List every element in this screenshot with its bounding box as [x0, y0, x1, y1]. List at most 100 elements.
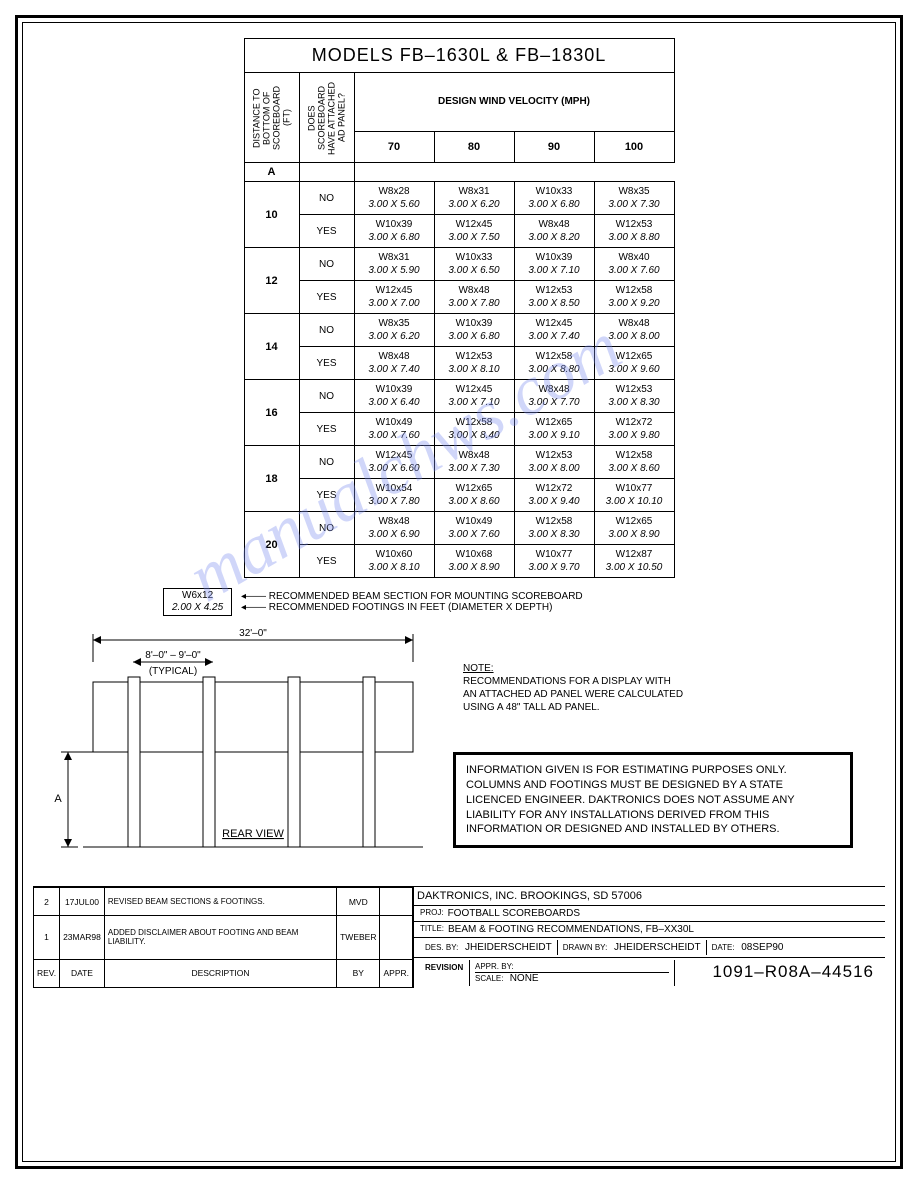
note-line: USING A 48" TALL AD PANEL.	[463, 701, 683, 714]
dist-cell: 20	[244, 512, 299, 578]
wind-70: 70	[354, 131, 434, 162]
spec-cell: W10x773.00 X 10.10	[594, 479, 674, 512]
spec-cell: W12x533.00 X 8.00	[514, 446, 594, 479]
rev-desc: REVISED BEAM SECTIONS & FOOTINGS.	[104, 888, 336, 916]
spec-cell: W12x653.00 X 9.10	[514, 413, 594, 446]
spec-cell: W12x583.00 X 8.40	[434, 413, 514, 446]
spec-cell: W12x723.00 X 9.40	[514, 479, 594, 512]
rev-by: TWEBER	[337, 916, 380, 959]
rev-h: BY	[337, 959, 380, 987]
spec-cell: W8x283.00 X 5.60	[354, 182, 434, 215]
title-block: DAKTRONICS, INC. BROOKINGS, SD 57006 PRO…	[413, 887, 885, 988]
wind-90: 90	[514, 131, 594, 162]
dim-a: A	[54, 793, 62, 805]
spec-cell: W12x533.00 X 8.30	[594, 380, 674, 413]
spec-cell: W10x393.00 X 6.40	[354, 380, 434, 413]
disclaimer-box: INFORMATION GIVEN IS FOR ESTIMATING PURP…	[453, 752, 853, 848]
proj: FOOTBALL SCOREBOARDS	[448, 908, 580, 919]
panel-cell: NO	[299, 512, 354, 545]
dim-typical: (TYPICAL)	[149, 666, 197, 677]
spec-cell: W10x333.00 X 6.80	[514, 182, 594, 215]
spec-cell: W12x533.00 X 8.10	[434, 347, 514, 380]
panel-cell: NO	[299, 314, 354, 347]
legend: W6x12 2.00 X 4.25 ◂—— RECOMMENDED BEAM S…	[163, 588, 885, 616]
dim-spacing: 8'–0" – 9'–0"	[145, 650, 201, 661]
col-a-label: A	[244, 163, 299, 182]
rev-n: 2	[34, 888, 60, 916]
spec-cell: W8x483.00 X 7.70	[514, 380, 594, 413]
wind-header: DESIGN WIND VELOCITY (MPH)	[354, 73, 674, 132]
drawn-label: DRAWN BY:	[563, 943, 608, 952]
spec-cell: W10x333.00 X 6.50	[434, 248, 514, 281]
rev-h: APPR.	[380, 959, 413, 987]
spec-cell: W12x873.00 X 10.50	[594, 545, 674, 578]
revision-table: 217JUL00REVISED BEAM SECTIONS & FOOTINGS…	[33, 887, 413, 988]
date: 08SEP90	[741, 942, 783, 953]
spec-cell: W12x453.00 X 7.50	[434, 215, 514, 248]
panel-cell: YES	[299, 413, 354, 446]
spec-cell: W8x483.00 X 8.20	[514, 215, 594, 248]
panel-cell: NO	[299, 446, 354, 479]
rev-date: 17JUL00	[60, 888, 105, 916]
spec-cell: W12x533.00 X 8.50	[514, 281, 594, 314]
spec-cell: W8x483.00 X 7.40	[354, 347, 434, 380]
spec-cell: W12x723.00 X 9.80	[594, 413, 674, 446]
dist-cell: 12	[244, 248, 299, 314]
spec-cell: W8x353.00 X 7.30	[594, 182, 674, 215]
note-line: RECOMMENDATIONS FOR A DISPLAY WITH	[463, 675, 683, 688]
bottom-block: 217JUL00REVISED BEAM SECTIONS & FOOTINGS…	[33, 886, 885, 988]
rev-appr	[380, 916, 413, 959]
spec-cell: W12x583.00 X 9.20	[594, 281, 674, 314]
rev-date: 23MAR98	[60, 916, 105, 959]
panel-cell: YES	[299, 347, 354, 380]
spec-cell: W12x453.00 X 7.40	[514, 314, 594, 347]
title: BEAM & FOOTING RECOMMENDATIONS, FB–XX30L	[448, 924, 694, 935]
rear-view-diagram: 32'–0" 8'–0" – 9'–0" (TYPICAL) A REAR VI…	[43, 622, 443, 882]
des: JHEIDERSCHEIDT	[465, 942, 552, 953]
dist-cell: 10	[244, 182, 299, 248]
spec-cell: W10x773.00 X 9.70	[514, 545, 594, 578]
spec-cell: W12x453.00 X 6.60	[354, 446, 434, 479]
spec-cell: W8x313.00 X 6.20	[434, 182, 514, 215]
appr-label: APPR. BY:	[475, 962, 514, 971]
spec-cell: W10x393.00 X 6.80	[354, 215, 434, 248]
rev-h: REV.	[34, 959, 60, 987]
revision-label: REVISION	[425, 963, 463, 972]
des-label: DES. BY:	[425, 943, 458, 952]
panel-cell: NO	[299, 248, 354, 281]
spec-cell: W8x483.00 X 8.00	[594, 314, 674, 347]
spec-table: MODELS FB–1630L & FB–1830L DISTANCE TO B…	[244, 38, 675, 578]
spec-cell: W10x393.00 X 7.10	[514, 248, 594, 281]
spec-cell: W10x493.00 X 7.60	[354, 413, 434, 446]
spec-cell: W12x583.00 X 8.60	[594, 446, 674, 479]
spec-cell: W8x483.00 X 7.30	[434, 446, 514, 479]
note-title: NOTE:	[463, 662, 683, 675]
scale-label: SCALE:	[475, 974, 503, 983]
wind-80: 80	[434, 131, 514, 162]
inner-frame: manualchws.com MODELS FB–1630L & FB–1830…	[22, 22, 896, 1162]
diagram-area: 32'–0" 8'–0" – 9'–0" (TYPICAL) A REAR VI…	[33, 622, 885, 882]
legend-footing-note: RECOMMENDED FOOTINGS IN FEET (DIAMETER X…	[269, 602, 553, 613]
spec-cell: W12x653.00 X 8.60	[434, 479, 514, 512]
panel-cell: NO	[299, 380, 354, 413]
spec-cell: W12x453.00 X 7.00	[354, 281, 434, 314]
view-label: REAR VIEW	[222, 828, 284, 840]
proj-label: PROJ:	[420, 908, 444, 919]
drawing-number: 1091–R08A–44516	[675, 960, 879, 986]
panel-cell: NO	[299, 182, 354, 215]
spec-cell: W10x543.00 X 7.80	[354, 479, 434, 512]
legend-beam-note: RECOMMENDED BEAM SECTION FOR MOUNTING SC…	[269, 591, 583, 602]
spec-cell: W10x683.00 X 8.90	[434, 545, 514, 578]
spec-cell: W12x583.00 X 8.80	[514, 347, 594, 380]
spec-cell: W8x313.00 X 5.90	[354, 248, 434, 281]
note-line: AN ATTACHED AD PANEL WERE CALCULATED	[463, 688, 683, 701]
panel-cell: YES	[299, 545, 354, 578]
blank	[299, 163, 354, 182]
wind-100: 100	[594, 131, 674, 162]
spec-cell: W10x603.00 X 8.10	[354, 545, 434, 578]
scale: NONE	[510, 973, 539, 984]
arrow-icon: ◂——	[241, 591, 266, 602]
note-block: NOTE: RECOMMENDATIONS FOR A DISPLAY WITH…	[463, 662, 683, 714]
rev-h: DATE	[60, 959, 105, 987]
date-label: DATE:	[712, 943, 735, 952]
